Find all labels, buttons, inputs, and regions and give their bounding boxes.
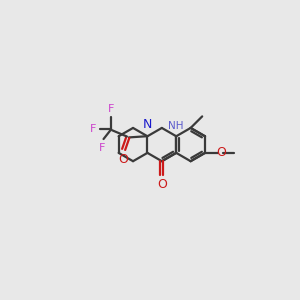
Text: F: F: [90, 124, 96, 134]
Text: O: O: [119, 153, 129, 166]
Text: N: N: [143, 118, 152, 131]
Text: O: O: [216, 146, 226, 159]
Text: O: O: [157, 178, 167, 191]
Text: F: F: [99, 143, 105, 153]
Text: NH: NH: [169, 121, 184, 131]
Text: F: F: [108, 104, 114, 114]
